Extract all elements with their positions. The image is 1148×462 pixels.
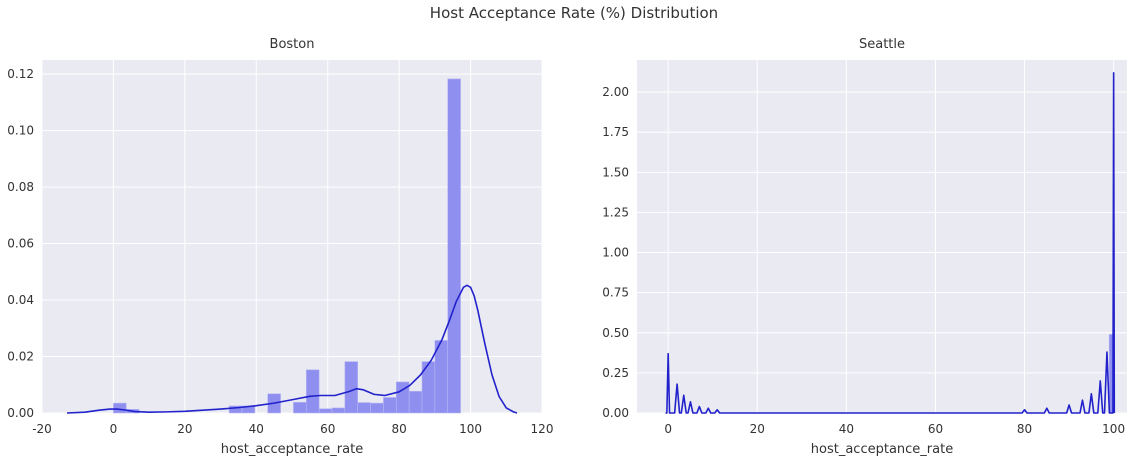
boston-x-axis-label: host_acceptance_rate — [221, 442, 363, 457]
boston-y-tick-label: 0.10 — [7, 124, 34, 138]
seattle-x-axis-label: host_acceptance_rate — [811, 442, 953, 457]
seattle-y-tick-label: 2.00 — [602, 85, 629, 99]
seattle-y-tick-label: 1.75 — [602, 125, 629, 139]
seattle-y-tick-label: 0.50 — [602, 326, 629, 340]
seattle-y-tick-label: 1.25 — [602, 205, 629, 219]
boston-x-tick-label: 20 — [177, 422, 192, 436]
seattle-y-tick-label: 1.00 — [602, 246, 629, 260]
seattle-x-tick-label: 0 — [664, 422, 672, 436]
seattle-x-tick-label: 80 — [1017, 422, 1032, 436]
figure-title: Host Acceptance Rate (%) Distribution — [429, 4, 719, 22]
boston-histogram-bar — [113, 402, 127, 414]
boston-kde-line — [66, 284, 518, 414]
seattle-x-tick-label: 60 — [928, 422, 943, 436]
boston-histogram-bar — [447, 78, 461, 414]
seattle-y-tick-label: 0.25 — [602, 366, 629, 380]
boston-subplot-title: Boston — [270, 37, 315, 52]
boston-histogram-bar — [370, 402, 384, 414]
boston-histogram-bar — [408, 390, 423, 414]
boston-x-tick-label: 60 — [320, 422, 335, 436]
boston-x-tick-label: 100 — [459, 422, 482, 436]
boston-x-tick-label: -20 — [32, 422, 52, 436]
boston-histogram-bar — [331, 407, 346, 414]
seattle-plot-area — [637, 60, 1127, 413]
boston-plot-area — [42, 60, 542, 413]
boston-histogram-bar — [344, 361, 359, 414]
seattle-kde-line — [665, 72, 1116, 414]
boston-x-tick-label: 40 — [249, 422, 264, 436]
boston-x-tick-label: 0 — [110, 422, 118, 436]
seattle-x-tick-label: 100 — [1102, 422, 1125, 436]
boston-y-tick-label: 0.08 — [7, 180, 34, 194]
boston-x-tick-label: 120 — [531, 422, 554, 436]
seattle-subplot-title: Seattle — [859, 37, 905, 52]
boston-y-tick-label: 0.04 — [7, 293, 34, 307]
boston-histogram-bar — [305, 369, 320, 414]
boston-histogram-bar — [293, 401, 307, 414]
boston-y-tick-label: 0.00 — [7, 406, 34, 420]
boston-histogram-bar — [383, 397, 397, 414]
seattle-y-tick-label: 1.50 — [602, 165, 629, 179]
seattle-y-tick-label: 0.75 — [602, 286, 629, 300]
seattle-x-tick-label: 20 — [750, 422, 765, 436]
boston-histogram-bar — [318, 408, 333, 414]
boston-histogram-bar — [357, 402, 371, 414]
seattle-y-tick-label: 0.00 — [602, 406, 629, 420]
seattle-x-tick-label: 40 — [839, 422, 854, 436]
boston-y-tick-label: 0.02 — [7, 350, 34, 364]
boston-x-tick-label: 80 — [392, 422, 407, 436]
boston-y-tick-label: 0.06 — [7, 237, 34, 251]
boston-y-tick-label: 0.12 — [7, 67, 34, 81]
